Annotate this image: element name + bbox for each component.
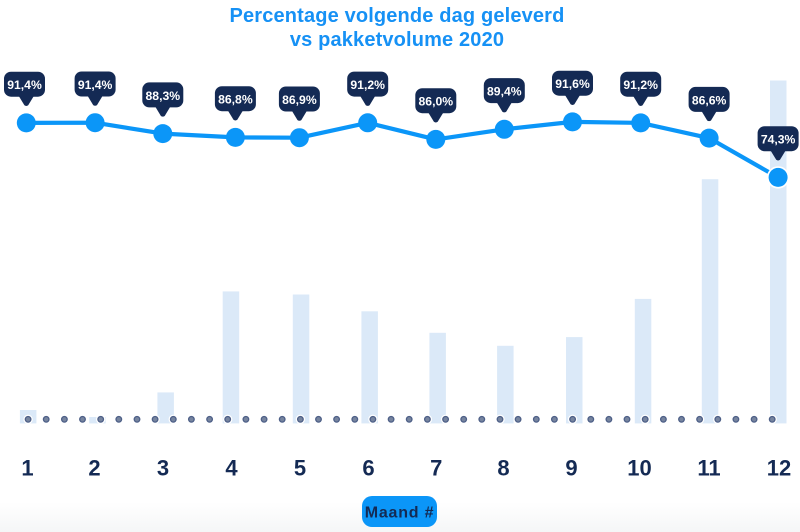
svg-text:Maand #: Maand # xyxy=(365,505,435,522)
svg-text:5: 5 xyxy=(294,456,306,481)
svg-text:86,8%: 86,8% xyxy=(218,93,253,107)
svg-text:91,4%: 91,4% xyxy=(78,78,113,92)
svg-text:86,9%: 86,9% xyxy=(282,93,317,107)
svg-text:91,6%: 91,6% xyxy=(555,77,590,91)
svg-text:86,0%: 86,0% xyxy=(419,95,454,109)
svg-text:91,4%: 91,4% xyxy=(7,78,42,92)
svg-text:91,2%: 91,2% xyxy=(623,78,658,92)
svg-text:9: 9 xyxy=(565,456,577,481)
svg-text:1: 1 xyxy=(21,456,33,481)
svg-text:88,3%: 88,3% xyxy=(146,89,181,103)
svg-text:8: 8 xyxy=(497,456,509,481)
svg-text:74,3%: 74,3% xyxy=(761,133,796,147)
svg-text:2: 2 xyxy=(88,456,100,481)
svg-text:10: 10 xyxy=(627,456,651,481)
svg-text:3: 3 xyxy=(157,456,169,481)
svg-text:91,2%: 91,2% xyxy=(350,78,385,92)
svg-text:12: 12 xyxy=(767,456,791,481)
svg-text:86,6%: 86,6% xyxy=(692,93,727,107)
svg-text:11: 11 xyxy=(697,456,720,481)
svg-text:89,4%: 89,4% xyxy=(487,85,522,99)
svg-text:7: 7 xyxy=(430,456,442,481)
svg-text:4: 4 xyxy=(225,456,238,481)
svg-text:6: 6 xyxy=(362,456,374,481)
